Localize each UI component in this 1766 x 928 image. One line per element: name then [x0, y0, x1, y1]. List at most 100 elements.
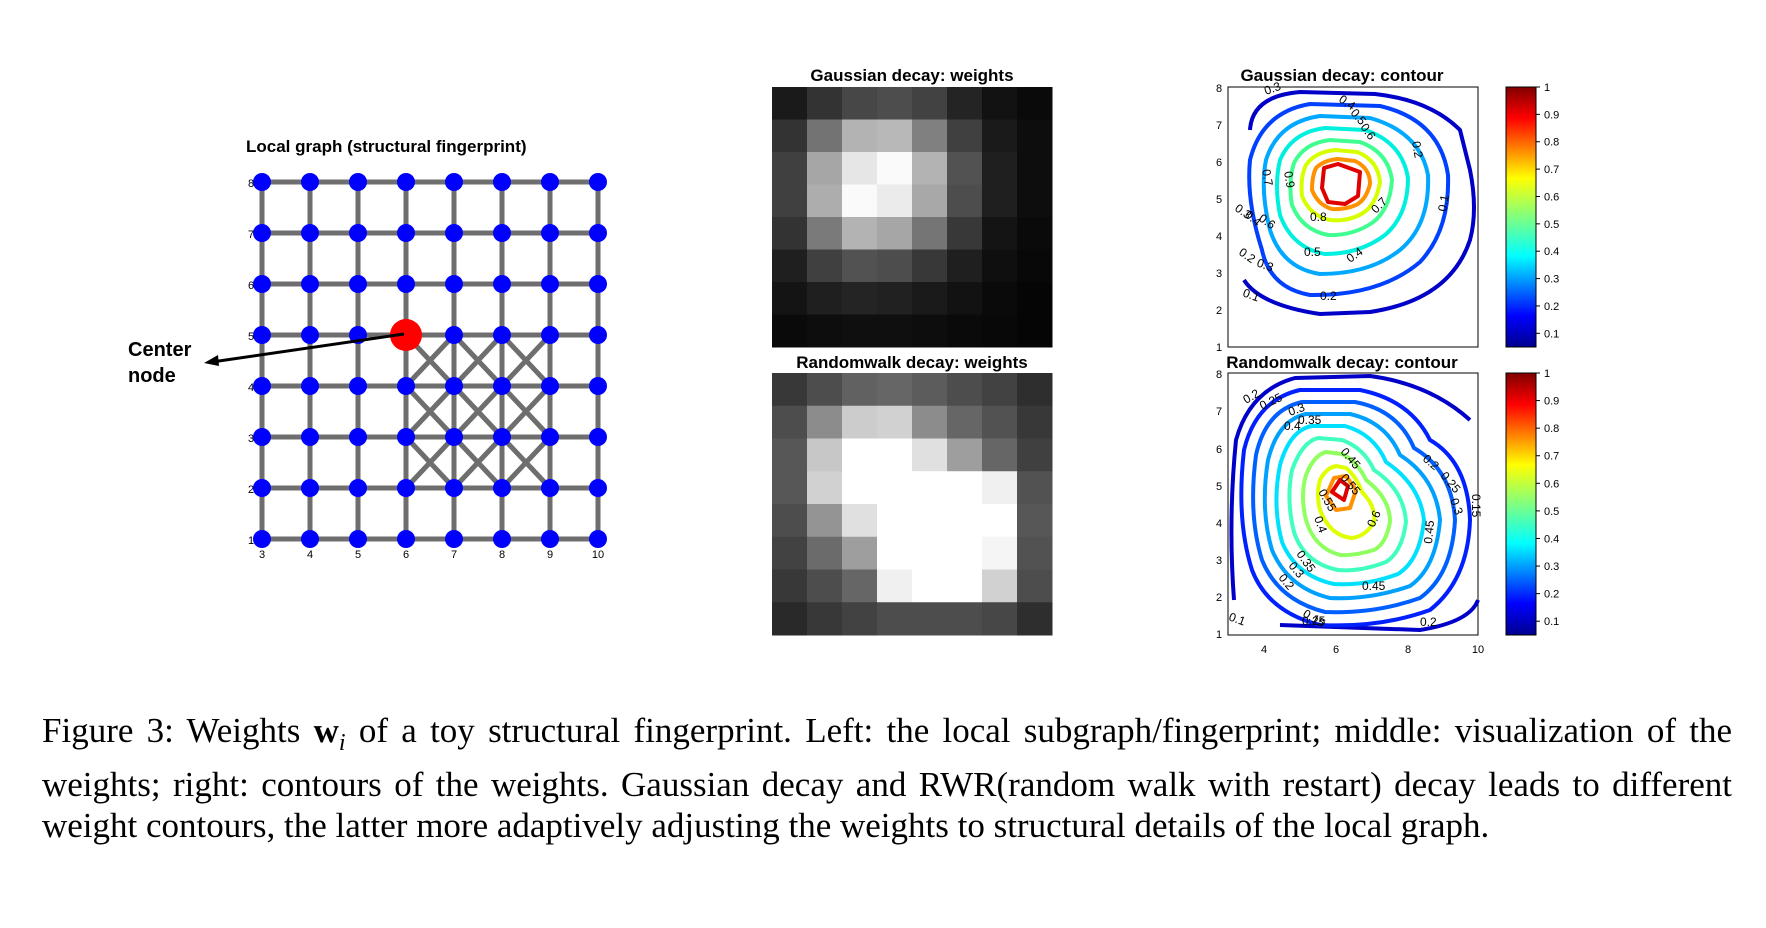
heatmap-cell [982, 87, 1018, 120]
colorbar-tick-label: 1 [1544, 368, 1550, 380]
contour-line [1274, 424, 1426, 587]
heatmap-cell [912, 438, 948, 472]
contour-y-tick: 6 [1216, 444, 1222, 456]
graph-node [589, 173, 607, 191]
randomwalk-contour-y-ticks: 8 7 6 5 4 3 2 1 [1216, 369, 1222, 641]
center-node-arrow [211, 332, 405, 364]
contour-y-tick: 5 [1216, 481, 1222, 493]
heatmap-cell [1017, 471, 1053, 505]
graph-node [445, 173, 463, 191]
colorbar-tick-label: 0.9 [1544, 396, 1559, 408]
graph-node [349, 275, 367, 293]
heatmap-cell [877, 569, 913, 603]
heatmap-cell [947, 217, 983, 250]
colorbar-tick-label: 0.6 [1544, 191, 1559, 203]
contour-label: 0.8 [1310, 210, 1327, 224]
colorbar-tick-label: 0.2 [1544, 301, 1559, 313]
graph-node [397, 224, 415, 242]
heatmap-cell [807, 314, 843, 348]
heatmap-cell [842, 438, 878, 472]
heatmap-cell [807, 152, 843, 185]
graph-node [445, 530, 463, 548]
heatmap-cell [947, 87, 983, 120]
graph-edge [500, 333, 552, 388]
contour-y-tick: 2 [1216, 592, 1222, 604]
graph-node [349, 173, 367, 191]
graph-node [541, 326, 559, 344]
heatmap-cell [842, 569, 878, 603]
colorbar-tick-label: 0.4 [1544, 533, 1559, 545]
contour-line [1299, 148, 1382, 223]
graph-node [445, 428, 463, 446]
graph-node [493, 326, 511, 344]
caption-prefix: Figure 3: Weights [42, 711, 314, 750]
heatmap-cell [772, 87, 808, 120]
graph-x-tick: 5 [355, 549, 361, 561]
gaussian-contour-title: Gaussian decay: contour [1240, 66, 1443, 85]
heatmap-cell [982, 314, 1018, 348]
heatmap-cell [912, 119, 948, 153]
graph-node [541, 224, 559, 242]
graph-y-tick: 5 [248, 331, 254, 343]
heatmap-cell [877, 504, 913, 538]
heatmap-cell [877, 152, 913, 185]
heatmap-cell [842, 405, 878, 439]
heatmap-cell [947, 569, 983, 603]
center-node-arrowhead [204, 355, 219, 366]
heatmap-cell [912, 536, 948, 570]
graph-node [349, 224, 367, 242]
heatmap-cell [1017, 282, 1053, 315]
graph-node [253, 428, 271, 446]
heatmap-cell [1017, 405, 1053, 439]
contour-line [1320, 162, 1362, 206]
heatmap-cell [982, 504, 1018, 538]
local-graph-title: Local graph (structural fingerprint) [246, 137, 527, 156]
heatmap-cell [772, 152, 808, 185]
graph-node [301, 173, 319, 191]
graph-node [445, 377, 463, 395]
graph-x-tick: 8 [499, 549, 505, 561]
heatmap-cell [947, 602, 983, 636]
graph-node [349, 530, 367, 548]
heatmap-cell [772, 471, 808, 505]
heatmap-cell [947, 373, 983, 407]
contour-y-tick: 7 [1216, 120, 1222, 132]
graph-node [589, 326, 607, 344]
randomwalk-contour-x-ticks: 4 6 8 10 [1261, 644, 1484, 656]
heatmap-cell [807, 184, 843, 218]
colorbar-tick-label: 0.8 [1544, 423, 1559, 435]
heatmap-cell [842, 119, 878, 153]
heatmap-cell [912, 152, 948, 185]
caption-text: of a toy structural fingerprint. Left: t… [42, 711, 1732, 845]
graph-edge [404, 384, 456, 439]
heatmap-cell [877, 87, 913, 120]
contour-y-tick: 2 [1216, 305, 1222, 317]
graph-node [493, 224, 511, 242]
graph-node [397, 377, 415, 395]
heatmap-cell [982, 536, 1018, 570]
heatmap-cell [912, 602, 948, 636]
contour-label: 0.1 [1435, 193, 1452, 212]
contour-label: 0.1 [1227, 610, 1248, 629]
gaussian-contour-lines [1242, 90, 1476, 316]
graph-node [349, 377, 367, 395]
heatmap-cell [912, 569, 948, 603]
contour-y-tick: 8 [1216, 369, 1222, 381]
heatmap-cell [912, 314, 948, 348]
randomwalk-contour-title: Randomwalk decay: contour [1226, 353, 1458, 372]
heatmap-cell [842, 471, 878, 505]
heatmap-cell [842, 282, 878, 315]
colorbar-tick-label: 0.4 [1544, 246, 1559, 258]
randomwalk-contour-lines [1229, 374, 1480, 632]
graph-node [253, 173, 271, 191]
graph-node [397, 479, 415, 497]
graph-node [301, 224, 319, 242]
graph-edge [404, 435, 456, 490]
heatmap-cell [1017, 249, 1053, 283]
contour-x-tick: 8 [1405, 644, 1411, 656]
contour-label: 0.2 [1409, 140, 1426, 159]
heatmap-cell [947, 282, 983, 315]
heatmap-cell [807, 569, 843, 603]
graph-edge [404, 333, 456, 388]
